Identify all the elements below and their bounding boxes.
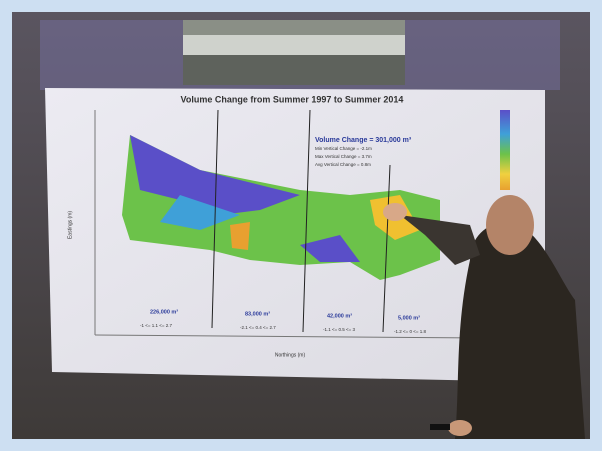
section-volume: 83,000 m³ (245, 310, 270, 317)
section-volume: 42,000 m³ (327, 312, 352, 319)
aerial-surf (183, 35, 405, 55)
section-range: -1.2 <= 0 <= 1.8 (394, 329, 427, 334)
section-range: -2.1 <= 0.4 <= 2.7 (240, 325, 276, 330)
section-volume: 226,000 m³ (150, 308, 178, 315)
y-axis-label: Eastings (m) (67, 211, 73, 239)
page: Volume Change from Summer 1997 to Summer… (0, 0, 602, 451)
colorbar (500, 110, 510, 190)
presenter-hand-lower (448, 420, 472, 436)
chart-title: Volume Change from Summer 1997 to Summer… (181, 94, 404, 104)
aerial-land (183, 55, 405, 85)
photo: Volume Change from Summer 1997 to Summer… (0, 0, 602, 451)
summary-line: Min Vertical Change = -2.1m (315, 146, 372, 151)
section-volume: 5,000 m³ (398, 314, 420, 321)
x-axis-label: Northings (m) (275, 352, 306, 358)
surface-orange (230, 222, 250, 250)
summary-line: Max Vertical Change = 3.7m (315, 154, 372, 159)
clicker (430, 424, 450, 430)
presenter-head (486, 195, 534, 255)
section-range: -1 <= 1.1 <= 2.7 (140, 323, 173, 328)
presenter-hand (383, 203, 407, 221)
summary-heading: Volume Change = 301,000 m³ (315, 137, 412, 144)
summary-line: Avg Vertical Change = 0.8m (315, 162, 371, 167)
section-range: -1.1 <= 0.5 <= 3 (323, 327, 356, 332)
